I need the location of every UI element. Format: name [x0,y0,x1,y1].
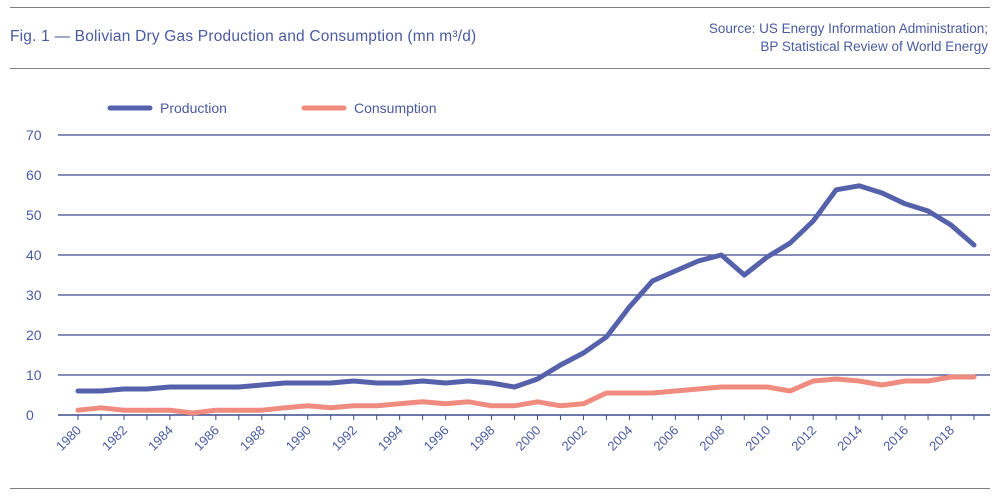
x-tick-label: 2006 [650,423,681,454]
y-tick-label: 0 [26,407,34,423]
y-axis: 0 10 20 30 40 50 60 70 [26,127,42,423]
x-tick-label: 2000 [513,423,544,454]
x-tick-label: 1986 [191,423,222,454]
x-tick-label: 1992 [329,423,360,454]
x-tick-label: 2004 [604,423,635,454]
x-tick-label: 1996 [421,423,452,454]
x-tick-label: 2016 [880,423,911,454]
source-line-2: BP Statistical Review of World Energy [760,39,988,54]
top-rule [10,7,990,8]
y-tick-label: 50 [26,207,42,223]
y-tick-label: 20 [26,327,42,343]
series-lines [75,183,977,416]
bottom-rule [10,488,990,489]
figure-title: Fig. 1 — Bolivian Dry Gas Production and… [10,28,477,45]
x-tick-label: 2008 [696,423,727,454]
x-axis: 1980 1982 1984 1986 1988 1990 1992 1994 1996 1998… [53,414,990,454]
x-tick-label: 2012 [788,423,819,454]
legend: Production Consumption [107,100,437,116]
x-tick-label: 2010 [742,423,773,454]
x-tick-label: 1998 [467,423,498,454]
x-tick-label: 1982 [99,423,130,454]
x-tick-label: 1984 [145,423,176,454]
y-tick-label: 60 [26,167,42,183]
y-tick-label: 30 [26,287,42,303]
x-tick-label: 1988 [237,423,268,454]
y-tick-label: 40 [26,247,42,263]
x-tick-label: 2002 [558,423,589,454]
source-line-1: Source: US Energy Information Administra… [708,21,988,36]
x-tick-label: 1994 [375,423,406,454]
header-rule [10,68,990,69]
x-tick-label: 2014 [834,423,865,454]
legend-label-consumption: Consumption [354,100,437,116]
source-note: Source: US Energy Information Administra… [709,20,988,56]
y-tick-label: 10 [26,367,42,383]
series-line-consumption [75,374,977,416]
x-tick-label: 2018 [926,423,957,454]
x-tick-label: 1990 [283,423,314,454]
gridlines [58,134,990,376]
series-line-production [75,183,977,394]
y-tick-label: 70 [26,127,42,143]
legend-label-production: Production [160,100,227,116]
x-tick-label: 1980 [53,423,84,454]
